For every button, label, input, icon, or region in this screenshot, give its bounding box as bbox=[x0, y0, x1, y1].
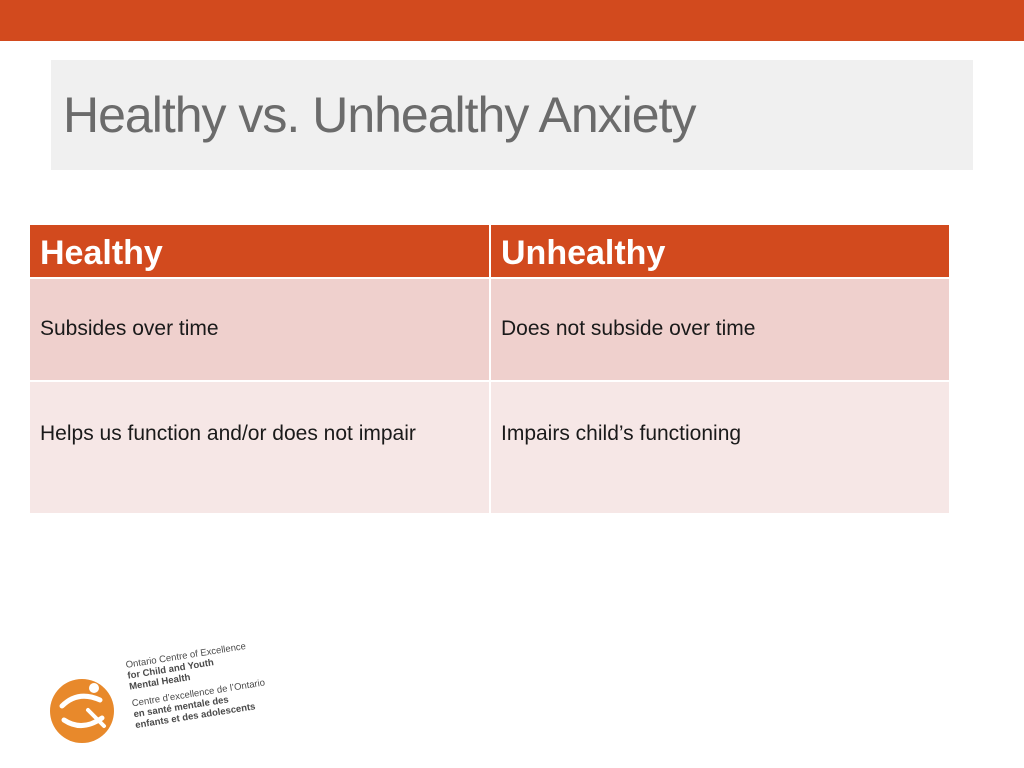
logo-text: Ontario Centre of Excellence for Child a… bbox=[125, 635, 294, 731]
table-cell: Helps us function and/or does not impair bbox=[28, 380, 491, 515]
table-header-row: Healthy Unhealthy bbox=[28, 223, 951, 279]
slide-title: Healthy vs. Unhealthy Anxiety bbox=[63, 87, 696, 143]
table-row: Helps us function and/or does not impair… bbox=[28, 380, 951, 515]
table-cell: Does not subside over time bbox=[489, 277, 951, 382]
title-box: Healthy vs. Unhealthy Anxiety bbox=[51, 60, 973, 170]
table-cell: Subsides over time bbox=[28, 277, 491, 382]
header-unhealthy: Unhealthy bbox=[489, 223, 951, 279]
header-healthy: Healthy bbox=[28, 223, 491, 279]
comparison-table: Healthy Unhealthy Subsides over time Doe… bbox=[28, 223, 951, 515]
table-cell: Impairs child’s functioning bbox=[489, 380, 951, 515]
comparison-table-wrapper: Healthy Unhealthy Subsides over time Doe… bbox=[28, 223, 951, 515]
ontario-centre-logo-icon bbox=[50, 679, 114, 743]
organization-logo: Ontario Centre of Excellence for Child a… bbox=[48, 641, 278, 750]
table-row: Subsides over time Does not subside over… bbox=[28, 277, 951, 382]
top-accent-bar bbox=[0, 0, 1024, 41]
